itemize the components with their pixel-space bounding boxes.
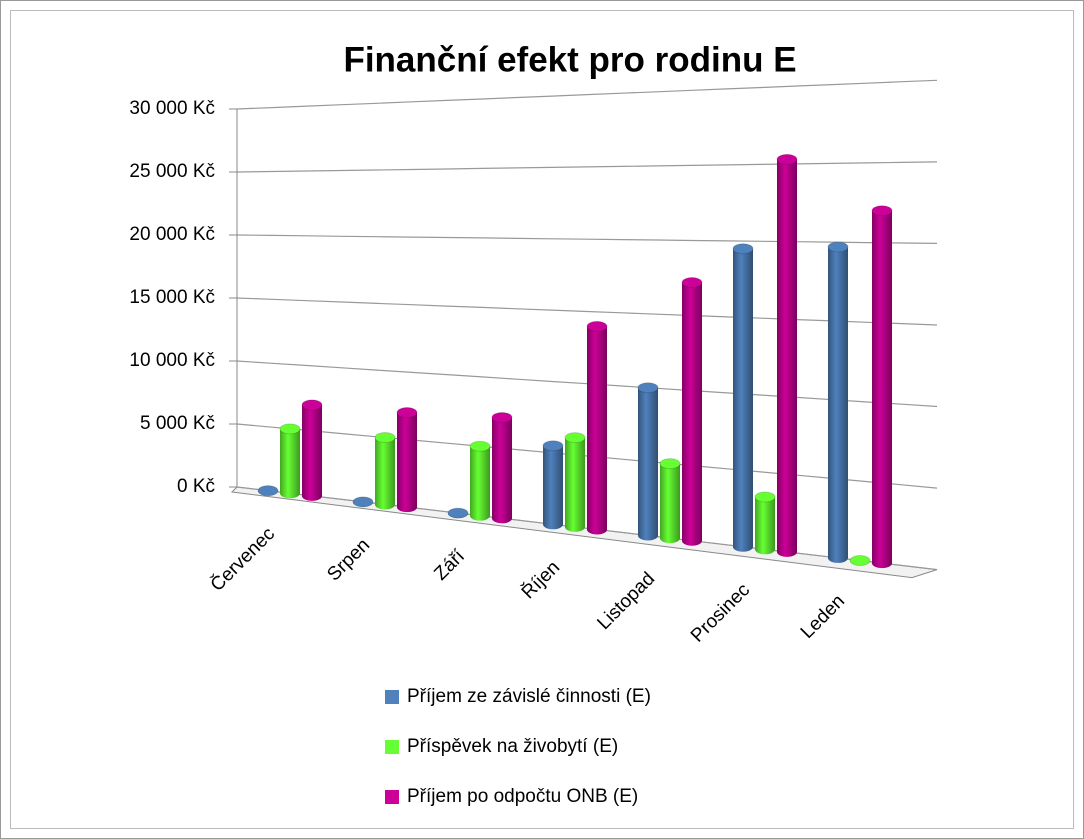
bar	[491, 411, 513, 524]
bar-top	[564, 432, 586, 444]
legend-label: Příjem po odpočtu ONB (E)	[407, 786, 638, 807]
bar-top	[374, 432, 396, 444]
bar-top	[257, 485, 279, 497]
bar-shade	[470, 446, 490, 521]
y-tick-label: 10 000 Kč	[129, 350, 215, 371]
grid-line	[236, 234, 938, 244]
bar-shade	[660, 463, 680, 544]
bar-shade	[755, 496, 775, 555]
bar-top	[352, 496, 374, 508]
y-tick-label: 5 000 Kč	[140, 413, 215, 434]
bar-top	[542, 440, 564, 452]
y-tick-label: 25 000 Kč	[129, 161, 215, 182]
bar	[469, 440, 491, 521]
bar	[827, 241, 849, 563]
legend-swatch	[385, 740, 399, 754]
grid-line	[236, 79, 938, 110]
bar	[732, 243, 754, 552]
bar-shade	[733, 248, 753, 552]
bar	[352, 496, 374, 508]
bar-top	[681, 276, 703, 288]
bar-shade	[397, 412, 417, 513]
bar-top	[659, 458, 681, 470]
bar-top	[586, 320, 608, 332]
bar-top	[827, 241, 849, 253]
bar	[637, 382, 659, 541]
legend-swatch	[385, 690, 399, 704]
bar	[374, 432, 396, 510]
bar-shade	[565, 437, 585, 532]
bar-shade	[777, 159, 797, 557]
bar-top	[754, 491, 776, 503]
bar-shade	[280, 428, 300, 499]
bar-shade	[375, 437, 395, 510]
bar	[754, 491, 776, 555]
bar-top	[301, 399, 323, 411]
bar	[542, 440, 564, 530]
y-tick-label: 15 000 Kč	[129, 287, 215, 308]
bar-top	[279, 423, 301, 435]
bar-shade	[302, 404, 322, 501]
y-tick-label: 0 Kč	[177, 476, 215, 497]
bar-shade	[543, 445, 563, 530]
bar	[564, 432, 586, 532]
y-tick-label: 20 000 Kč	[129, 224, 215, 245]
bar-top	[396, 407, 418, 419]
bar	[396, 407, 418, 513]
bar-top	[849, 555, 871, 567]
y-tick-label: 30 000 Kč	[129, 98, 215, 119]
bar-top	[732, 243, 754, 255]
bar-top	[637, 382, 659, 394]
chart-title: Finanční efekt pro rodinu E	[343, 40, 796, 79]
bar	[301, 399, 323, 501]
legend-swatch	[385, 790, 399, 804]
bar-shade	[828, 246, 848, 563]
grid-line	[236, 297, 938, 326]
bar	[257, 485, 279, 497]
bar	[681, 276, 703, 546]
legend-label: Příspěvek na živobytí (E)	[407, 736, 618, 757]
bar	[871, 205, 893, 569]
bar-top	[447, 507, 469, 519]
bar-top	[469, 440, 491, 452]
bar	[586, 320, 608, 535]
bar-shade	[492, 417, 512, 524]
bar	[776, 153, 798, 557]
bar-top	[776, 153, 798, 165]
bar-top	[491, 411, 513, 423]
bar	[659, 458, 681, 544]
bar-top	[871, 205, 893, 217]
bar-shade	[638, 387, 658, 541]
grid-line	[236, 161, 938, 173]
plot-panel	[10, 10, 1074, 829]
legend-label: Příjem ze závislé činnosti (E)	[407, 686, 651, 707]
bar-shade	[872, 210, 892, 569]
bar	[279, 423, 301, 499]
bar	[447, 507, 469, 519]
bar	[849, 555, 871, 567]
bar-shade	[587, 326, 607, 535]
bar-shade	[682, 282, 702, 546]
